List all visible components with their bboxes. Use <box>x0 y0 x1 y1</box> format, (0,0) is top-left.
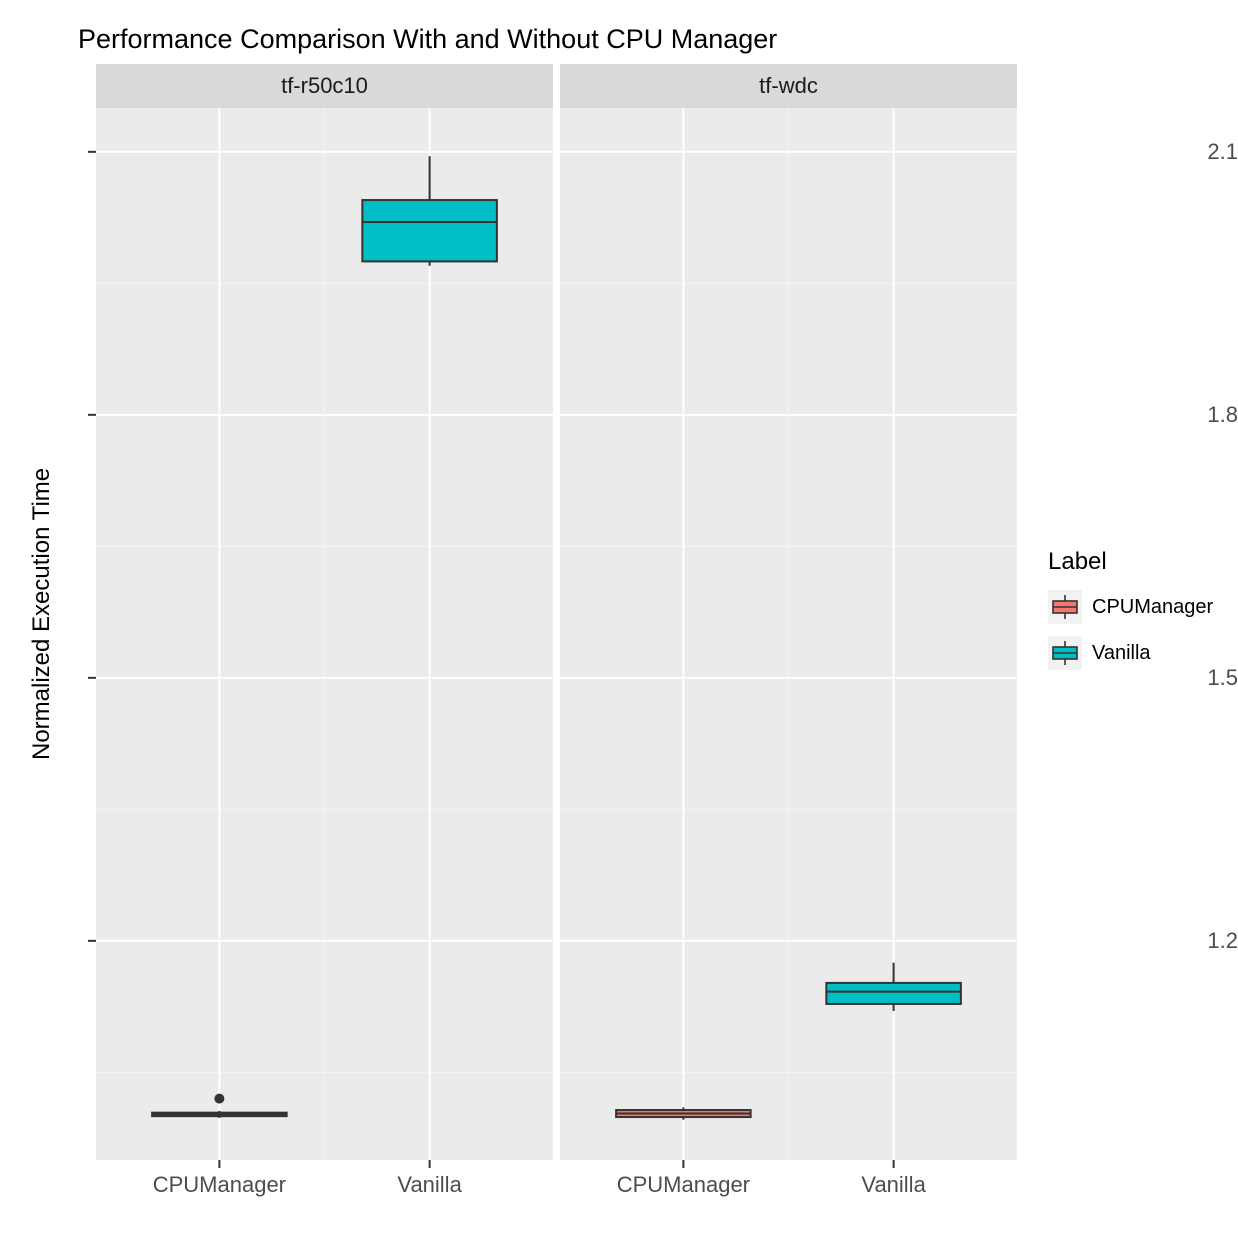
y-tick-label: 1.8 <box>1158 402 1238 428</box>
legend-title: Label <box>1048 548 1107 576</box>
y-tick-label: 1.5 <box>1158 665 1238 691</box>
y-tick-label: 2.1 <box>1158 139 1238 165</box>
legend-key-vanilla <box>1048 636 1082 670</box>
legend-item-cpumanager: CPUManager <box>1048 590 1213 624</box>
legend-item-vanilla: Vanilla <box>1048 636 1151 670</box>
x-tick-label: Vanilla <box>861 1172 925 1198</box>
legend-label-cpumanager: CPUManager <box>1092 596 1213 619</box>
y-tick-label: 1.2 <box>1158 928 1238 954</box>
boxplot-chart: Performance Comparison With and Without … <box>0 0 1238 1242</box>
legend-key-cpumanager <box>1048 590 1082 624</box>
x-tick-label: CPUManager <box>617 1172 750 1198</box>
legend-label-vanilla: Vanilla <box>1092 642 1151 665</box>
x-tick-label: CPUManager <box>153 1172 286 1198</box>
x-tick-label: Vanilla <box>397 1172 461 1198</box>
